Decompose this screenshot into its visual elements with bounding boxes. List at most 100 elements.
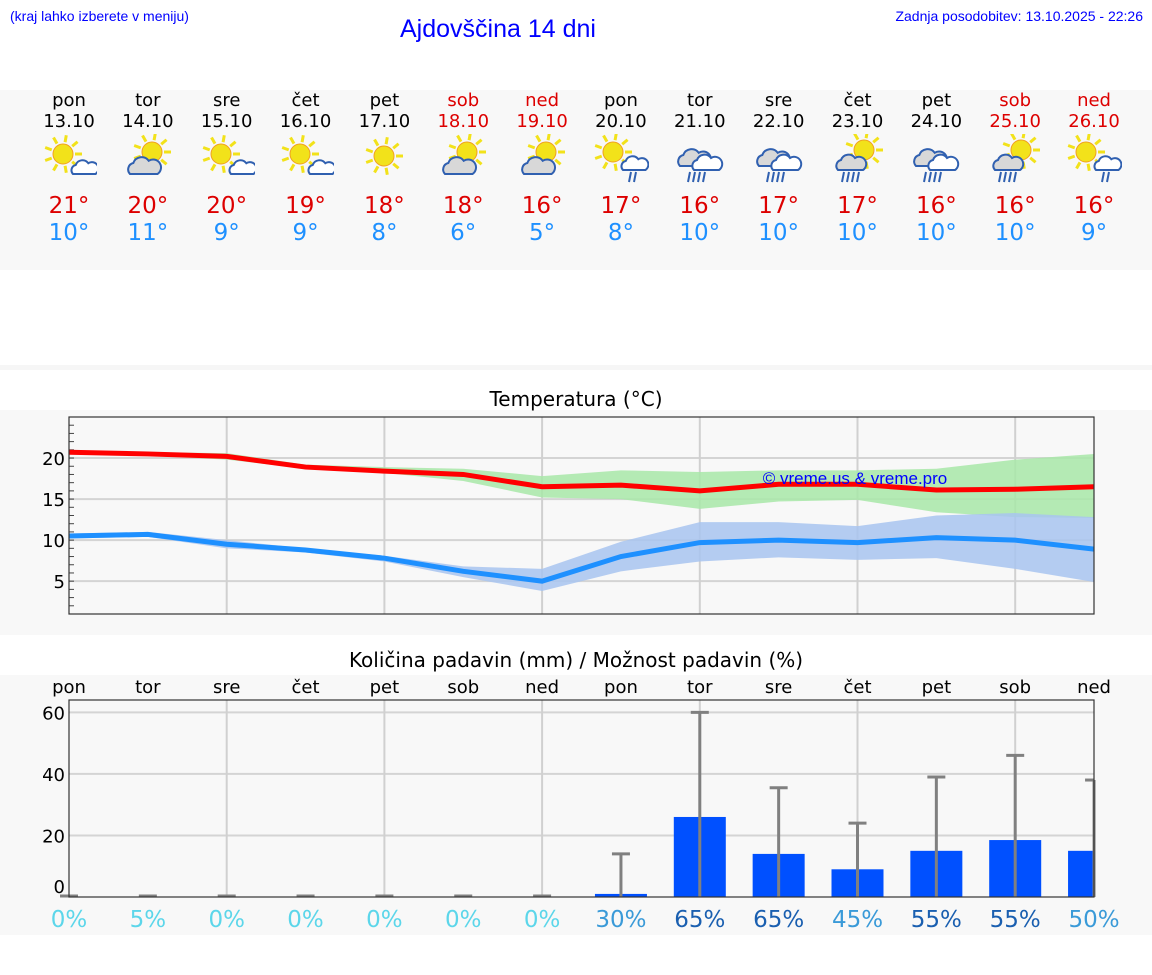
precipitation-day-label: pon [604,677,638,698]
day-date: 26.10 [1068,111,1120,132]
day-name: sob [447,90,480,111]
min-temperature: 10° [758,220,800,246]
day-date: 15.10 [200,111,253,132]
precipitation-y-tick: 60 [42,703,65,724]
precipitation-probability: 65% [674,907,725,933]
max-temperature: 20° [127,193,169,219]
day-date: 19.10 [516,111,568,132]
day-name: ned [1077,90,1111,111]
max-temperature: 16° [994,193,1036,219]
day-forecast: pon 13.10 21° 10° [29,90,109,247]
clouds-rain-weather-icon [677,148,723,183]
precipitation-probability: 0% [445,907,482,933]
sun-grey-cloud-weather-icon [521,134,566,175]
precipitation-day-label: pet [370,677,400,698]
day-name: tor [135,90,161,111]
day-date: 21.10 [674,111,726,132]
temperature-chart-title: Temperatura (°C) [489,387,663,411]
sun-cloud-weather-icon [281,135,334,175]
day-date: 23.10 [831,111,884,132]
day-name: čet [291,90,320,111]
day-name: čet [843,90,872,111]
day-name: pon [52,90,86,111]
precipitation-probability: 55% [990,907,1041,933]
max-temperature: 17° [758,193,800,219]
precipitation-probability: 0% [287,907,324,933]
precipitation-day-label: ned [1077,677,1111,698]
precipitation-probability: 30% [595,907,646,933]
clouds-rain-weather-icon [755,148,802,183]
precipitation-day-label: sob [447,677,479,698]
day-forecast: sre 15.10 20° 9° [187,90,267,247]
precipitation-bar [1068,850,1095,897]
day-date: 25.10 [989,111,1041,132]
precipitation-probability: 0% [524,907,561,933]
max-temperature: 17° [837,193,878,219]
day-forecast: pet 17.10 18° 8° [344,90,424,247]
day-forecast: ned 19.10 16° 5° [502,90,582,247]
precipitation-probability: 45% [832,907,883,933]
sun-cloud-rain-weather-icon [1067,134,1123,183]
sun-grey-cloud-weather-icon [127,134,171,175]
precipitation-day-label: čet [843,677,871,698]
day-forecast: sob 18.10 18° 6° [423,90,503,247]
min-temperature: 8° [371,220,398,246]
day-date: 22.10 [752,111,805,132]
temperature-y-tick: 15 [42,490,65,511]
max-temperature: 16° [915,193,957,219]
precipitation-day-label: sob [999,677,1031,698]
day-name: pet [369,90,400,111]
sun-grey-cloud-weather-icon [442,134,487,175]
precipitation-day-label: tor [687,677,713,698]
clouds-rain-weather-icon [913,148,960,183]
location-menu-hint: (kraj lahko izberete v meniju) [10,8,189,24]
day-forecast: sre 22.10 17° 10° [739,90,819,247]
day-name: sob [999,90,1032,111]
precipitation-probability: 0% [51,907,88,933]
min-temperature: 9° [1080,220,1108,246]
day-forecast: ned 26.10 16° 9° [1054,90,1134,247]
forecast-strip [0,90,1152,270]
max-temperature: 17° [600,193,642,219]
precipitation-y-tick: 40 [42,765,65,786]
min-temperature: 6° [450,220,477,246]
max-temperature: 21° [48,193,90,219]
precipitation-probability: 50% [1068,907,1119,933]
day-forecast: pet 24.10 16° 10° [896,90,976,247]
day-name: pon [604,90,638,111]
precipitation-probability: 0% [366,907,403,933]
min-temperature: 10° [994,220,1036,246]
precipitation-day-label: ned [525,677,559,698]
sun-grey-cloud-rain-weather-icon [992,134,1041,183]
max-temperature: 16° [679,193,721,219]
precipitation-plot-frame [68,699,1095,898]
min-temperature-range-band [69,513,1095,592]
max-temperature: 18° [442,193,484,219]
precipitation-probability: 0% [208,907,245,933]
min-temperature: 9° [213,220,240,246]
min-temperature: 9° [292,220,319,246]
min-temperature-line [68,531,1095,584]
min-temperature: 8° [607,220,634,246]
day-name: tor [687,90,713,111]
day-name: pet [921,90,952,111]
divider [0,365,1152,370]
sun-cloud-weather-icon [202,135,255,175]
sun-grey-cloud-rain-weather-icon [834,134,883,183]
precipitation-y-tick: 20 [42,826,65,847]
last-updated: Zadnja posodobitev: 13.10.2025 - 22:26 [895,8,1143,24]
precipitation-probability: 55% [911,907,962,933]
precipitation-day-label: sre [765,677,792,698]
min-temperature: 11° [127,220,169,246]
day-date: 18.10 [437,111,490,132]
day-name: sre [212,90,241,111]
precipitation-day-label: pet [922,677,952,698]
min-temperature: 10° [915,220,957,246]
day-name: ned [525,90,560,111]
day-date: 16.10 [279,111,332,132]
sun-cloud-weather-icon [44,135,97,175]
day-date: 20.10 [595,111,647,132]
min-temperature: 10° [48,220,90,246]
day-forecast: pon 20.10 17° 8° [581,90,661,247]
